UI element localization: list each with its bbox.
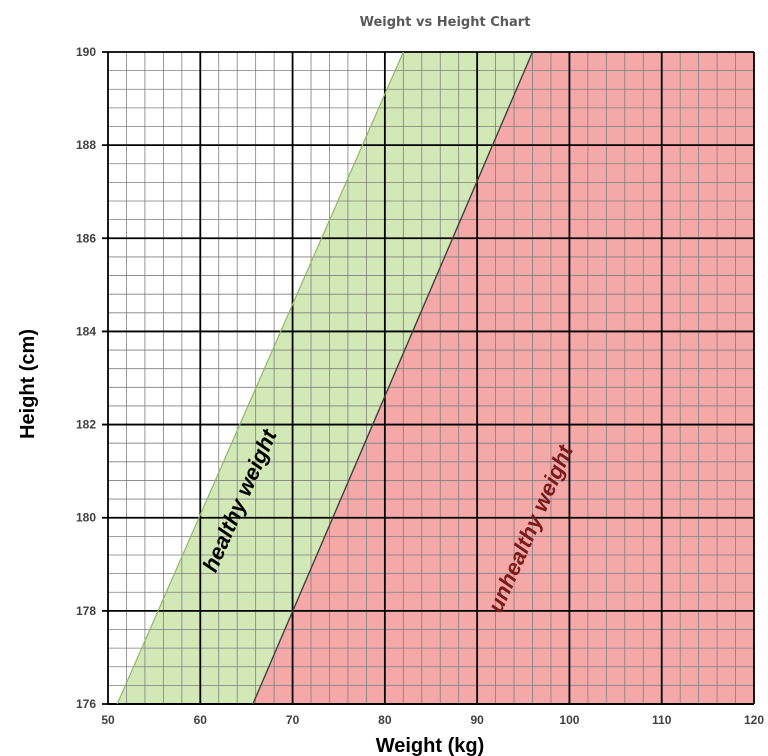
y-tick-label: 188 <box>76 138 96 152</box>
major-grid <box>102 51 755 705</box>
y-tick-label: 184 <box>76 324 96 338</box>
region-healthy-weight <box>117 52 533 704</box>
healthy-upper-boundary <box>252 51 534 705</box>
y-tick-label: 178 <box>76 604 96 618</box>
x-tick-label: 60 <box>194 713 208 727</box>
region-unhealthy-weight <box>252 52 754 704</box>
chart-title: Weight vs Height Chart <box>360 15 531 30</box>
x-tick-label: 50 <box>101 713 115 727</box>
y-tick-label: 180 <box>76 511 96 525</box>
region-edges <box>116 51 534 705</box>
x-tick-label: 70 <box>286 713 300 727</box>
healthy-lower-boundary <box>116 51 404 705</box>
y-tick-label: 176 <box>76 697 96 711</box>
x-tick-label: 110 <box>652 713 672 727</box>
x-tick-label: 80 <box>378 713 392 727</box>
x-tick-label: 100 <box>559 713 579 727</box>
y-axis-ticks: 176 178 180 182 184 186 188 190 <box>76 45 96 711</box>
region-layer <box>117 52 754 704</box>
x-axis-title: Weight (kg) <box>376 735 485 756</box>
x-tick-label: 90 <box>470 713 484 727</box>
y-axis-title: Height (cm) <box>17 329 39 439</box>
x-axis-ticks: 50 60 70 80 90 100 110 120 <box>101 713 764 727</box>
x-tick-label: 120 <box>744 713 764 727</box>
y-tick-label: 182 <box>76 418 96 432</box>
y-tick-label: 186 <box>76 231 96 245</box>
y-tick-label: 190 <box>76 45 96 59</box>
